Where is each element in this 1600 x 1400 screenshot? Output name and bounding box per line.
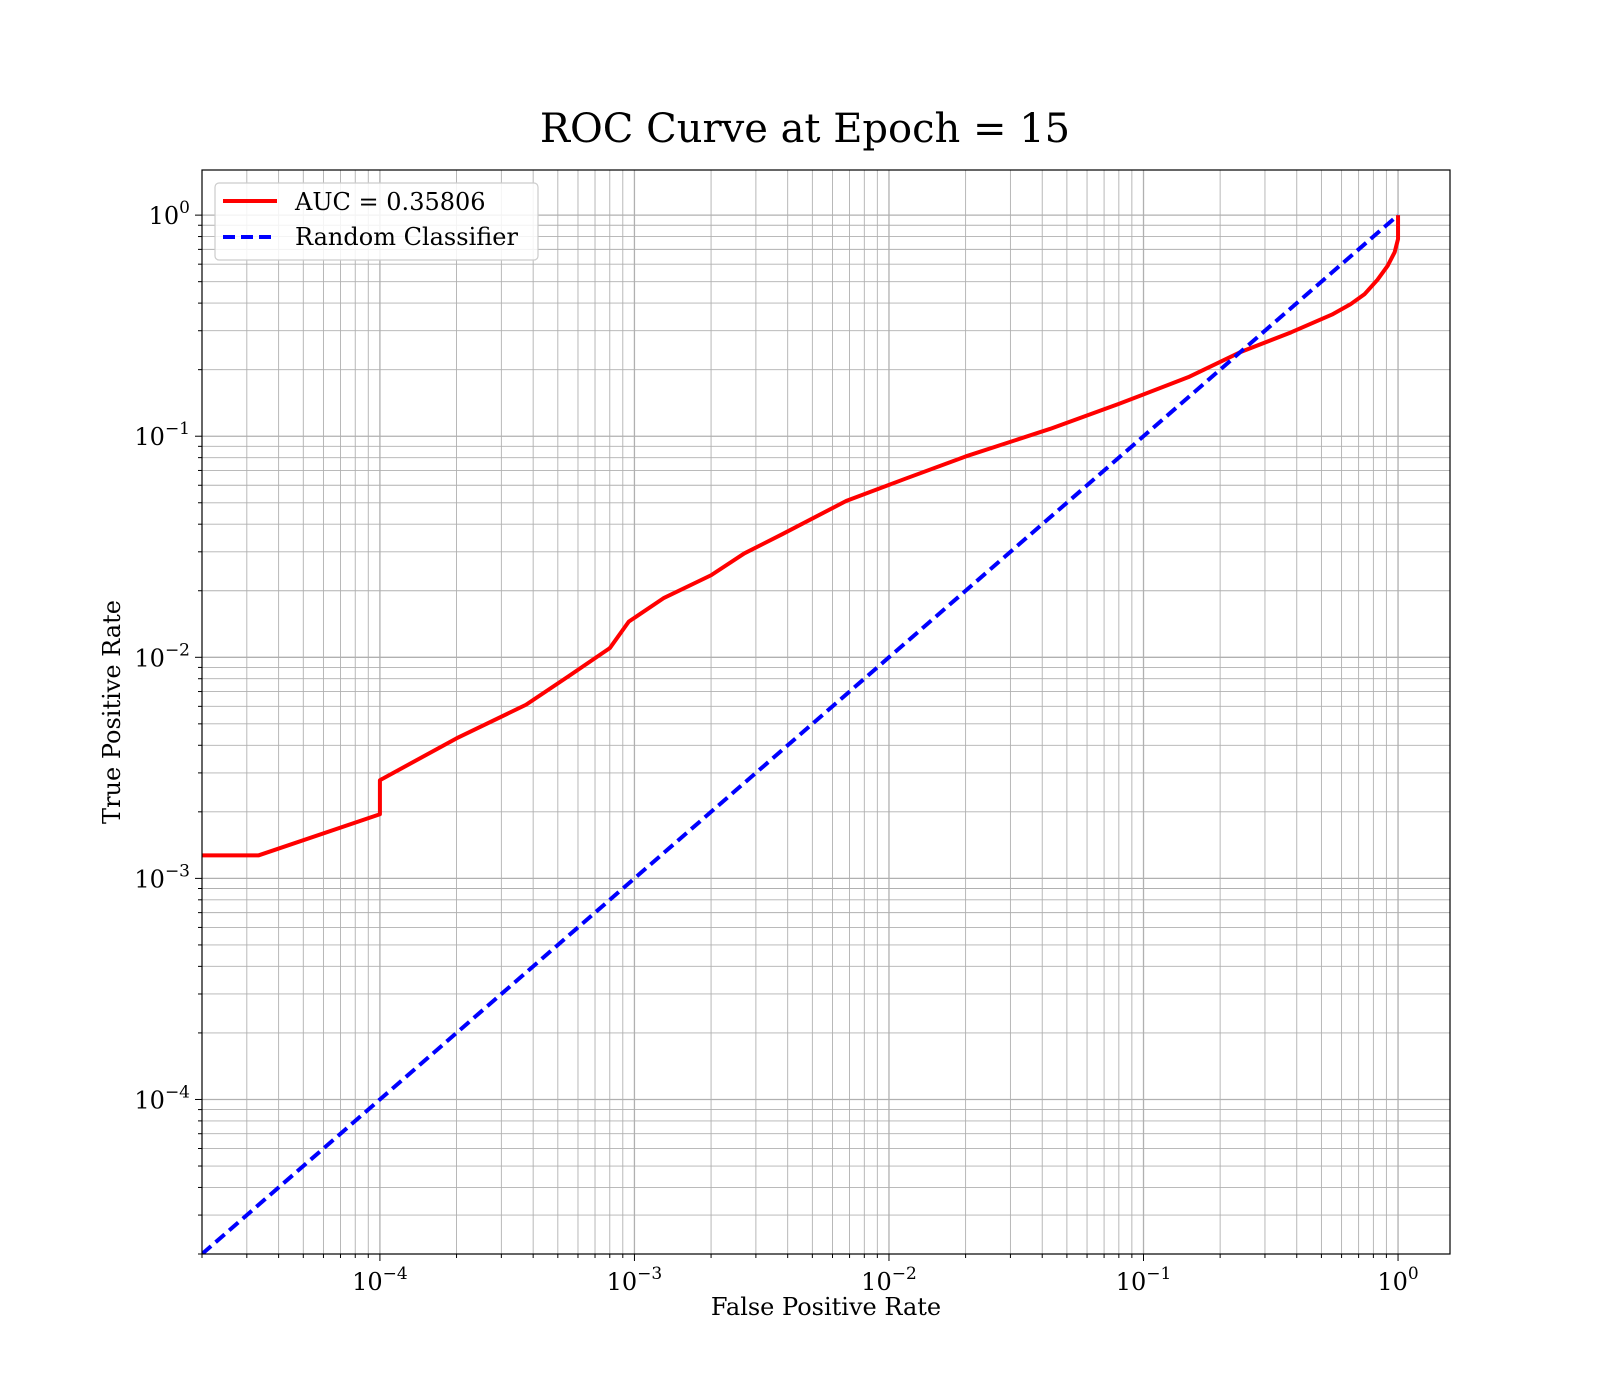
- x-tick-base: 10: [861, 1268, 892, 1296]
- major-grid: [195, 170, 1450, 1261]
- x-tick-exponent: 0: [1408, 1264, 1419, 1284]
- x-tick-label: 10−4: [352, 1264, 408, 1296]
- y-axis-label: True Positive Rate: [98, 600, 126, 824]
- legend-box: [214, 182, 539, 261]
- y-tick-base: 10: [134, 423, 165, 451]
- y-tick-label: 10−2: [134, 640, 190, 672]
- y-tick-label: 100: [149, 198, 190, 230]
- series-layer: [202, 213, 1401, 1254]
- y-tick-label: 10−3: [134, 861, 190, 893]
- y-tick-exponent: −4: [165, 1082, 190, 1102]
- y-tick-exponent: −3: [165, 861, 190, 881]
- x-tick-base: 10: [1377, 1268, 1408, 1296]
- roc-curve-line: [202, 215, 1401, 858]
- chart-title: ROC Curve at Epoch = 15: [540, 106, 1070, 152]
- x-tick-label: 10−1: [1116, 1264, 1172, 1296]
- y-tick-exponent: −1: [165, 419, 190, 439]
- legend-label-random: Random Classifier: [295, 223, 518, 251]
- y-tick-label: 10−1: [134, 419, 190, 451]
- x-tick-label: 100: [1377, 1264, 1418, 1296]
- x-tick-base: 10: [1116, 1268, 1147, 1296]
- x-tick-base: 10: [352, 1268, 383, 1296]
- x-tick-exponent: −1: [1146, 1264, 1171, 1284]
- x-axis-label: False Positive Rate: [711, 1293, 941, 1321]
- legend: AUC = 0.35806 Random Classifier: [214, 182, 539, 261]
- plot-frame: [201, 169, 1451, 1255]
- minor-grid: [198, 170, 1450, 1258]
- y-tick-exponent: 0: [179, 198, 190, 218]
- x-tick-label: 10−3: [607, 1264, 663, 1296]
- y-tick-base: 10: [134, 865, 165, 893]
- x-tick-label: 10−2: [861, 1264, 917, 1296]
- y-tick-label: 10−4: [134, 1082, 190, 1114]
- x-tick-exponent: −4: [383, 1264, 408, 1284]
- y-tick-exponent: −2: [165, 640, 190, 660]
- y-tick-base: 10: [134, 1086, 165, 1114]
- y-tick-base: 10: [149, 202, 180, 230]
- x-tick-labels: 10−4 10−3 10−2 10−1 100: [352, 1264, 1419, 1296]
- x-tick-exponent: −3: [637, 1264, 662, 1284]
- random-classifier-line: [202, 213, 1400, 1254]
- y-tick-base: 10: [134, 644, 165, 672]
- x-tick-base: 10: [607, 1268, 638, 1296]
- x-tick-exponent: −2: [892, 1264, 917, 1284]
- legend-label-auc: AUC = 0.35806: [294, 188, 486, 216]
